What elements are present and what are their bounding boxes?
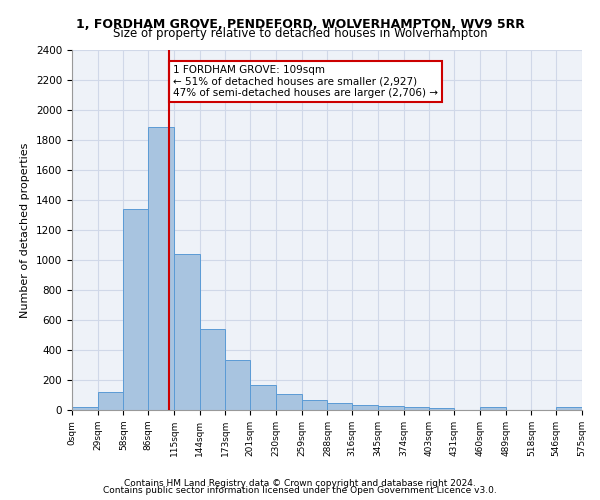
Bar: [480, 407, 506, 410]
Bar: [98, 392, 124, 410]
Text: Contains HM Land Registry data © Crown copyright and database right 2024.: Contains HM Land Registry data © Crown c…: [124, 478, 476, 488]
Bar: [328, 403, 352, 410]
Text: Contains public sector information licensed under the Open Government Licence v3: Contains public sector information licen…: [103, 486, 497, 495]
Bar: [276, 394, 302, 410]
Text: 1, FORDHAM GROVE, PENDEFORD, WOLVERHAMPTON, WV9 5RR: 1, FORDHAM GROVE, PENDEFORD, WOLVERHAMPT…: [76, 18, 524, 30]
Bar: [430, 408, 454, 410]
Bar: [556, 407, 582, 410]
Bar: [200, 329, 226, 410]
Bar: [250, 385, 276, 410]
Text: 1 FORDHAM GROVE: 109sqm
← 51% of detached houses are smaller (2,927)
47% of semi: 1 FORDHAM GROVE: 109sqm ← 51% of detache…: [173, 65, 438, 98]
Bar: [302, 400, 328, 410]
Bar: [72, 407, 98, 410]
Y-axis label: Number of detached properties: Number of detached properties: [20, 142, 31, 318]
Bar: [352, 405, 378, 410]
Bar: [404, 407, 430, 410]
Bar: [226, 360, 250, 410]
Bar: [174, 254, 200, 410]
Bar: [124, 209, 148, 410]
Text: Size of property relative to detached houses in Wolverhampton: Size of property relative to detached ho…: [113, 28, 487, 40]
Bar: [148, 126, 174, 410]
Bar: [378, 406, 404, 410]
